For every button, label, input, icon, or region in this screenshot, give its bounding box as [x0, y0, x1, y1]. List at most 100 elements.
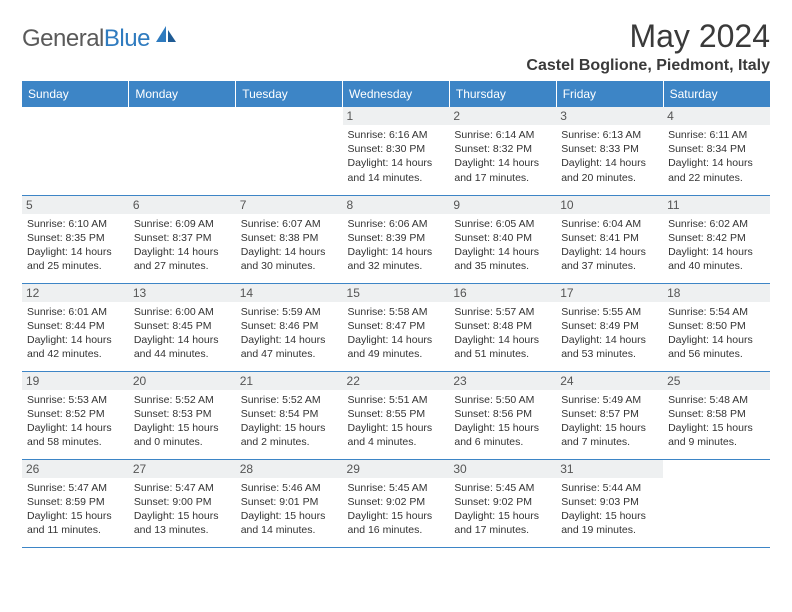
- cell-body: Sunrise: 6:14 AMSunset: 8:32 PMDaylight:…: [454, 128, 551, 185]
- daylight-text: Daylight: 14 hours and 37 minutes.: [561, 245, 658, 273]
- day-header: Saturday: [663, 81, 770, 107]
- day-number: 27: [129, 460, 236, 478]
- calendar-cell: 31Sunrise: 5:44 AMSunset: 9:03 PMDayligh…: [556, 459, 663, 547]
- day-number: 29: [343, 460, 450, 478]
- calendar-cell: 23Sunrise: 5:50 AMSunset: 8:56 PMDayligh…: [449, 371, 556, 459]
- calendar-thead: SundayMondayTuesdayWednesdayThursdayFrid…: [22, 81, 770, 107]
- sunrise-text: Sunrise: 5:57 AM: [454, 305, 551, 319]
- day-number: 20: [129, 372, 236, 390]
- sunset-text: Sunset: 9:00 PM: [134, 495, 231, 509]
- sunset-text: Sunset: 8:49 PM: [561, 319, 658, 333]
- sunrise-text: Sunrise: 5:46 AM: [241, 481, 338, 495]
- calendar-page: GeneralBlue May 2024 Castel Boglione, Pi…: [0, 0, 792, 566]
- sunrise-text: Sunrise: 5:47 AM: [134, 481, 231, 495]
- calendar-cell: .: [236, 107, 343, 195]
- sunset-text: Sunset: 8:50 PM: [668, 319, 765, 333]
- calendar-cell: 13 Sunrise: 6:00 AMSunset: 8:45 PMDayligh…: [129, 283, 236, 371]
- day-number: 21: [236, 372, 343, 390]
- calendar-cell: 6 Sunrise: 6:09 AMSunset: 8:37 PMDaylight…: [129, 195, 236, 283]
- cell-body: Sunrise: 5:51 AMSunset: 8:55 PMDaylight:…: [348, 393, 445, 450]
- sunset-text: Sunset: 8:52 PM: [27, 407, 124, 421]
- cell-body: Sunrise: 6:05 AMSunset: 8:40 PMDaylight:…: [454, 217, 551, 274]
- sunrise-text: Sunrise: 6:11 AM: [668, 128, 765, 142]
- sunset-text: Sunset: 8:32 PM: [454, 142, 551, 156]
- calendar-cell: 28Sunrise: 5:46 AMSunset: 9:01 PMDayligh…: [236, 459, 343, 547]
- logo: GeneralBlue: [22, 24, 180, 53]
- day-number: 25: [663, 372, 770, 390]
- sunrise-text: Sunrise: 5:53 AM: [27, 393, 124, 407]
- sunset-text: Sunset: 8:53 PM: [134, 407, 231, 421]
- day-number: 19: [22, 372, 129, 390]
- cell-body: Sunrise: 5:47 AMSunset: 9:00 PMDaylight:…: [134, 481, 231, 538]
- sunrise-text: Sunrise: 6:00 AM: [134, 305, 231, 319]
- title-block: May 2024 Castel Boglione, Piedmont, Ital…: [526, 18, 770, 75]
- sunset-text: Sunset: 9:02 PM: [454, 495, 551, 509]
- month-title: May 2024: [526, 18, 770, 55]
- daylight-text: Daylight: 15 hours and 0 minutes.: [134, 421, 231, 449]
- daylight-text: Daylight: 14 hours and 44 minutes.: [134, 333, 231, 361]
- calendar-cell: 27 Sunrise: 5:47 AMSunset: 9:00 PMDayligh…: [129, 459, 236, 547]
- cell-body: Sunrise: 5:57 AMSunset: 8:48 PMDaylight:…: [454, 305, 551, 362]
- day-header: Monday: [129, 81, 236, 107]
- cell-body: Sunrise: 6:13 AMSunset: 8:33 PMDaylight:…: [561, 128, 658, 185]
- day-header: Sunday: [22, 81, 129, 107]
- sunset-text: Sunset: 8:56 PM: [454, 407, 551, 421]
- cell-body: Sunrise: 6:06 AMSunset: 8:39 PMDaylight:…: [348, 217, 445, 274]
- day-number: 12: [22, 284, 129, 302]
- calendar-cell: 1Sunrise: 6:16 AMSunset: 8:30 PMDaylight…: [343, 107, 450, 195]
- sunset-text: Sunset: 8:37 PM: [134, 231, 231, 245]
- day-number: 7: [236, 196, 343, 214]
- daylight-text: Daylight: 15 hours and 4 minutes.: [348, 421, 445, 449]
- sunrise-text: Sunrise: 5:48 AM: [668, 393, 765, 407]
- cell-body: Sunrise: 6:00 AMSunset: 8:45 PMDaylight:…: [134, 305, 231, 362]
- cell-body: Sunrise: 6:09 AMSunset: 8:37 PMDaylight:…: [134, 217, 231, 274]
- sunset-text: Sunset: 8:38 PM: [241, 231, 338, 245]
- calendar-week: 5Sunrise: 6:10 AMSunset: 8:35 PMDaylight…: [22, 195, 770, 283]
- day-number: 30: [449, 460, 556, 478]
- calendar-week: 12Sunrise: 6:01 AMSunset: 8:44 PMDayligh…: [22, 283, 770, 371]
- calendar-cell: 21Sunrise: 5:52 AMSunset: 8:54 PMDayligh…: [236, 371, 343, 459]
- calendar-week: 26Sunrise: 5:47 AMSunset: 8:59 PMDayligh…: [22, 459, 770, 547]
- sunset-text: Sunset: 8:30 PM: [348, 142, 445, 156]
- calendar-cell: 4Sunrise: 6:11 AMSunset: 8:34 PMDaylight…: [663, 107, 770, 195]
- day-number: 22: [343, 372, 450, 390]
- daylight-text: Daylight: 15 hours and 17 minutes.: [454, 509, 551, 537]
- cell-body: Sunrise: 5:49 AMSunset: 8:57 PMDaylight:…: [561, 393, 658, 450]
- day-number: 26: [22, 460, 129, 478]
- sunset-text: Sunset: 8:48 PM: [454, 319, 551, 333]
- daylight-text: Daylight: 14 hours and 27 minutes.: [134, 245, 231, 273]
- day-number: 6: [129, 196, 236, 214]
- calendar-cell: 2Sunrise: 6:14 AMSunset: 8:32 PMDaylight…: [449, 107, 556, 195]
- cell-body: Sunrise: 5:59 AMSunset: 8:46 PMDaylight:…: [241, 305, 338, 362]
- sunrise-text: Sunrise: 5:47 AM: [27, 481, 124, 495]
- calendar-body: ...1Sunrise: 6:16 AMSunset: 8:30 PMDayli…: [22, 107, 770, 547]
- calendar-cell: .: [22, 107, 129, 195]
- daylight-text: Daylight: 15 hours and 6 minutes.: [454, 421, 551, 449]
- calendar-week: ...1Sunrise: 6:16 AMSunset: 8:30 PMDayli…: [22, 107, 770, 195]
- daylight-text: Daylight: 14 hours and 32 minutes.: [348, 245, 445, 273]
- sunrise-text: Sunrise: 6:01 AM: [27, 305, 124, 319]
- sunset-text: Sunset: 9:01 PM: [241, 495, 338, 509]
- sunrise-text: Sunrise: 5:51 AM: [348, 393, 445, 407]
- day-number: 23: [449, 372, 556, 390]
- sunrise-text: Sunrise: 6:09 AM: [134, 217, 231, 231]
- daylight-text: Daylight: 14 hours and 35 minutes.: [454, 245, 551, 273]
- daylight-text: Daylight: 14 hours and 22 minutes.: [668, 156, 765, 184]
- daylight-text: Daylight: 15 hours and 9 minutes.: [668, 421, 765, 449]
- day-number: 5: [22, 196, 129, 214]
- cell-body: Sunrise: 5:54 AMSunset: 8:50 PMDaylight:…: [668, 305, 765, 362]
- calendar-cell: 10Sunrise: 6:04 AMSunset: 8:41 PMDayligh…: [556, 195, 663, 283]
- daylight-text: Daylight: 14 hours and 56 minutes.: [668, 333, 765, 361]
- cell-body: Sunrise: 5:48 AMSunset: 8:58 PMDaylight:…: [668, 393, 765, 450]
- cell-body: Sunrise: 6:16 AMSunset: 8:30 PMDaylight:…: [348, 128, 445, 185]
- calendar-cell: 25 Sunrise: 5:48 AMSunset: 8:58 PMDayligh…: [663, 371, 770, 459]
- day-number: 10: [556, 196, 663, 214]
- day-number: 28: [236, 460, 343, 478]
- sunrise-text: Sunrise: 5:55 AM: [561, 305, 658, 319]
- calendar-cell: 30Sunrise: 5:45 AMSunset: 9:02 PMDayligh…: [449, 459, 556, 547]
- location: Castel Boglione, Piedmont, Italy: [526, 57, 770, 75]
- calendar-cell: 11Sunrise: 6:02 AMSunset: 8:42 PMDayligh…: [663, 195, 770, 283]
- header: GeneralBlue May 2024 Castel Boglione, Pi…: [22, 18, 770, 75]
- cell-body: Sunrise: 5:58 AMSunset: 8:47 PMDaylight:…: [348, 305, 445, 362]
- day-number: 13: [129, 284, 236, 302]
